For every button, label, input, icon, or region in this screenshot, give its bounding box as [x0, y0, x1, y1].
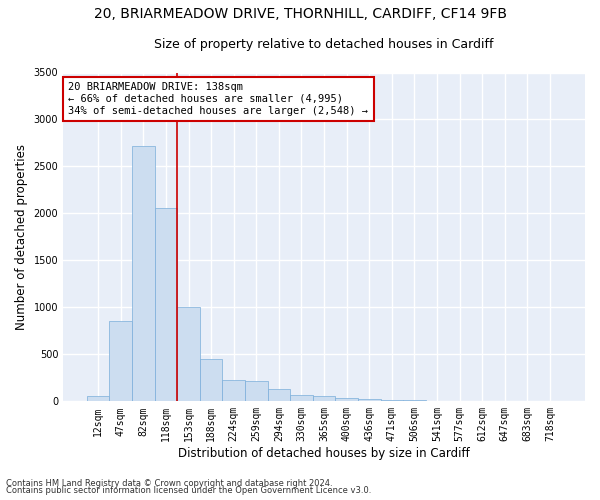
Text: Contains HM Land Registry data © Crown copyright and database right 2024.: Contains HM Land Registry data © Crown c…: [6, 478, 332, 488]
X-axis label: Distribution of detached houses by size in Cardiff: Distribution of detached houses by size …: [178, 447, 470, 460]
Bar: [358, 399, 380, 402]
Y-axis label: Number of detached properties: Number of detached properties: [15, 144, 28, 330]
Bar: [290, 395, 313, 402]
Bar: [313, 396, 335, 402]
Bar: [268, 389, 290, 402]
Text: 20, BRIARMEADOW DRIVE, THORNHILL, CARDIFF, CF14 9FB: 20, BRIARMEADOW DRIVE, THORNHILL, CARDIF…: [94, 8, 506, 22]
Bar: [132, 146, 155, 402]
Bar: [155, 208, 177, 402]
Bar: [380, 400, 403, 402]
Bar: [403, 400, 426, 402]
Bar: [200, 359, 223, 402]
Title: Size of property relative to detached houses in Cardiff: Size of property relative to detached ho…: [154, 38, 494, 51]
Text: Contains public sector information licensed under the Open Government Licence v3: Contains public sector information licen…: [6, 486, 371, 495]
Bar: [245, 380, 268, 402]
Bar: [87, 396, 109, 402]
Bar: [223, 380, 245, 402]
Text: 20 BRIARMEADOW DRIVE: 138sqm
← 66% of detached houses are smaller (4,995)
34% of: 20 BRIARMEADOW DRIVE: 138sqm ← 66% of de…: [68, 82, 368, 116]
Bar: [109, 322, 132, 402]
Bar: [335, 398, 358, 402]
Bar: [177, 308, 200, 402]
